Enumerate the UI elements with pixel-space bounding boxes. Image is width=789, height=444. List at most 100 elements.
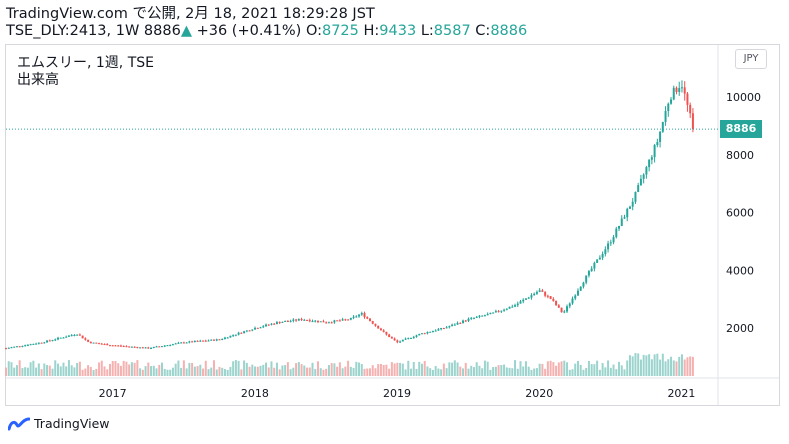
candle-body xyxy=(40,342,43,344)
volume-bar xyxy=(81,369,84,376)
volume-bar xyxy=(275,362,278,376)
candle-body xyxy=(158,346,161,348)
volume-bar xyxy=(637,353,640,376)
volume-bar xyxy=(319,368,322,376)
volume-bar xyxy=(87,365,90,376)
candle-body xyxy=(26,345,29,347)
candle-body xyxy=(114,345,117,347)
volume-bar xyxy=(631,356,634,376)
candle-body xyxy=(557,305,560,308)
candle-body xyxy=(464,320,467,322)
candle-body xyxy=(243,331,246,334)
volume-bar xyxy=(191,362,194,376)
candle-body xyxy=(308,320,311,322)
volume-bar xyxy=(656,353,659,376)
candle-body xyxy=(117,345,120,347)
candle-body xyxy=(437,329,440,331)
footer-brand[interactable]: TradingView xyxy=(8,416,110,431)
candle-body xyxy=(511,306,514,308)
candle-body xyxy=(399,341,402,343)
candle-body xyxy=(76,334,79,336)
volume-bar xyxy=(585,367,588,376)
candle-body xyxy=(349,317,352,320)
volume-bar xyxy=(251,364,254,376)
candle-body xyxy=(292,319,295,321)
low-label: L: xyxy=(420,23,434,39)
candle-body xyxy=(555,300,558,306)
volume-bar xyxy=(659,359,662,376)
candle-body xyxy=(155,346,158,348)
volume-bar xyxy=(661,353,664,376)
currency-badge[interactable]: JPY xyxy=(735,49,767,69)
volume-bar xyxy=(223,369,226,376)
volume-bar xyxy=(284,365,287,376)
candle-body xyxy=(251,329,254,331)
volume-bar xyxy=(555,365,558,376)
candle-body xyxy=(264,324,267,327)
publish-info: TradingView.com で公開, 2月 18, 2021 18:29:2… xyxy=(6,6,375,22)
volume-bar xyxy=(508,367,511,376)
volume-bar xyxy=(15,365,18,376)
volume-bar xyxy=(404,369,407,376)
candle-body xyxy=(379,328,382,331)
volume-bar xyxy=(431,369,434,376)
volume-bar xyxy=(415,369,418,376)
candle-body xyxy=(29,344,32,346)
volume-bar xyxy=(358,362,361,376)
candle-body xyxy=(645,167,648,175)
volume-bar xyxy=(76,363,79,376)
volume-bar xyxy=(212,360,215,376)
candle-body xyxy=(119,345,122,347)
volume-bar xyxy=(574,363,577,376)
volume-bar xyxy=(347,360,350,376)
volume-bar xyxy=(169,369,172,376)
candle-body xyxy=(240,332,243,334)
candle-body xyxy=(388,334,391,338)
candle-body xyxy=(628,206,631,209)
volume-bar xyxy=(533,368,536,376)
volume-bar xyxy=(125,361,128,376)
volume-bar xyxy=(639,359,642,376)
volume-bar xyxy=(89,367,92,376)
volume-bar xyxy=(401,363,404,376)
volume-bar xyxy=(117,363,120,376)
open-value: 8725 xyxy=(321,23,359,39)
candle-body xyxy=(218,339,221,341)
candle-body xyxy=(237,332,240,335)
volume-bar xyxy=(516,368,519,376)
candle-body xyxy=(191,341,194,343)
volume-bar xyxy=(390,362,393,376)
candle-body xyxy=(366,317,369,319)
volume-bar xyxy=(273,367,276,376)
candle-body xyxy=(48,340,51,342)
volume-bar xyxy=(442,363,445,376)
candle-body xyxy=(262,326,265,328)
candle-body xyxy=(642,174,645,179)
volume-bar xyxy=(615,369,618,376)
volume-bar xyxy=(478,365,481,376)
volume-bar xyxy=(103,366,106,376)
time-axis: 2017 2018 2019 2020 2021 xyxy=(99,387,696,400)
volume-bar xyxy=(248,366,251,376)
volume-bar xyxy=(297,362,300,376)
candle-body xyxy=(180,342,183,344)
volume-bar xyxy=(382,364,385,376)
candle-body xyxy=(319,321,322,323)
volume-bar xyxy=(368,368,371,376)
candle-body xyxy=(407,337,410,339)
candle-body xyxy=(656,142,659,146)
volume-bar xyxy=(366,368,369,376)
volume-bar xyxy=(470,365,473,376)
volume-bar xyxy=(453,360,456,376)
volume-bar xyxy=(270,361,273,376)
candle-body xyxy=(631,201,634,207)
candle-body xyxy=(87,339,90,342)
volume-bar xyxy=(221,367,224,376)
candle-body xyxy=(100,343,103,345)
volume-bar xyxy=(314,369,317,376)
volume-bar xyxy=(538,363,541,376)
volume-bar xyxy=(451,362,454,376)
candle-body xyxy=(188,341,191,343)
candle-body xyxy=(111,345,114,347)
